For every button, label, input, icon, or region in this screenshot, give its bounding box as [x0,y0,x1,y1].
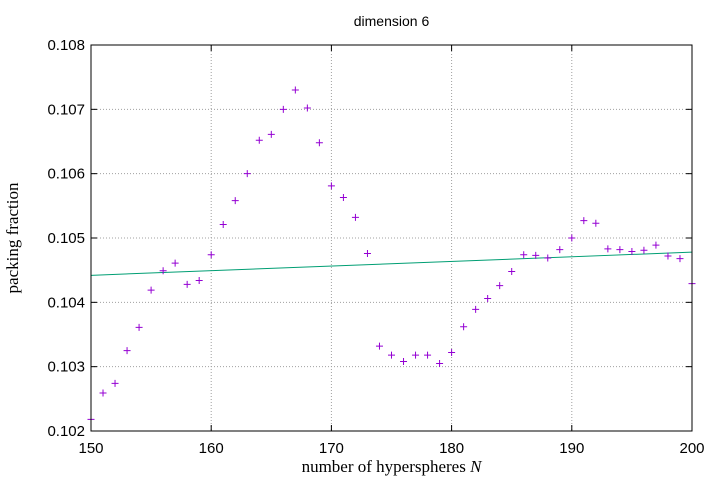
data-point [544,254,552,262]
data-point [339,193,347,201]
y-tick-label: 0.107 [47,101,85,118]
x-tick-label: 170 [319,440,344,457]
data-point [640,246,648,254]
data-point [303,104,311,112]
fit-line-layer [90,251,693,276]
x-tick-label: 150 [78,440,103,457]
data-point [219,220,227,228]
data-point [183,280,191,288]
data-point [532,251,540,259]
data-point [375,342,383,350]
data-point [243,170,251,178]
data-point [472,305,480,313]
data-point [327,182,335,190]
data-point [388,351,395,359]
data-point [111,379,119,387]
x-tick-label: 180 [439,440,464,457]
data-point [315,139,323,147]
data-points [87,86,696,423]
data-point [580,217,588,225]
data-point [436,359,444,367]
data-point [159,267,167,275]
data-point [255,136,263,144]
x-tick-label: 200 [679,440,704,457]
data-point [496,282,504,290]
data-point [412,351,420,359]
data-point [171,259,179,267]
fit-line [90,251,693,276]
chart-title: dimension 6 [354,13,430,29]
data-point [676,255,684,263]
data-point [231,197,239,205]
data-point [556,246,564,254]
data-point [135,323,143,331]
data-point [652,241,660,249]
data-point [147,286,155,294]
y-axis-label: packing fraction [3,182,22,293]
y-tick-label: 0.102 [47,423,85,440]
x-axis-label-text: number of hyperspheres [302,457,471,476]
data-point [195,276,203,284]
data-point [460,323,468,331]
x-axis-label-variable: N [469,457,483,476]
y-tick-label: 0.103 [47,359,85,376]
y-tick-label: 0.105 [47,230,85,247]
x-axis-label: number of hyperspheres N [302,457,484,476]
y-tick-label: 0.106 [47,166,85,183]
y-axis-ticks: 0.102 0.103 0.104 0.105 0.106 0.107 0.108 [47,37,692,440]
data-point [207,251,215,259]
grid-lines [91,45,692,431]
data-point [279,105,287,113]
x-tick-label: 190 [559,440,584,457]
data-point [448,349,456,357]
x-axis-ticks: 150 160 170 180 190 200 [78,45,705,457]
data-point [664,252,672,260]
data-point [424,351,432,359]
data-point [351,213,359,221]
data-point [267,130,275,138]
data-point [592,219,600,227]
data-point [628,248,636,256]
y-tick-label: 0.108 [47,37,85,54]
data-point [568,234,576,242]
data-point [291,86,299,94]
data-point [616,246,624,254]
data-point [508,267,516,275]
data-point [400,358,408,366]
data-point [604,245,612,253]
data-point [484,294,492,302]
data-point [99,389,107,397]
data-point [520,251,528,259]
data-point [123,347,131,355]
y-tick-label: 0.104 [47,294,85,311]
x-tick-label: 160 [199,440,224,457]
data-point [363,249,371,257]
